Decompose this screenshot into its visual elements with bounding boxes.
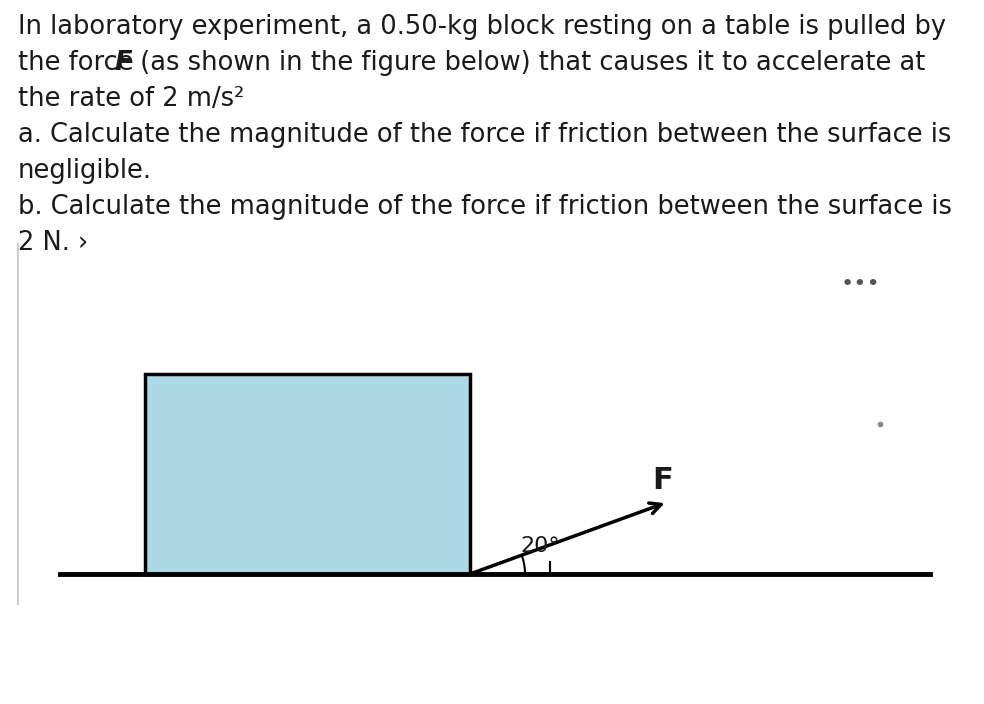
- Text: F: F: [114, 50, 132, 76]
- Text: a. Calculate the magnitude of the force if friction between the surface is: a. Calculate the magnitude of the force …: [18, 122, 952, 148]
- Text: F: F: [652, 465, 673, 495]
- Text: In laboratory experiment, a 0.50-kg block resting on a table is pulled by: In laboratory experiment, a 0.50-kg bloc…: [18, 14, 947, 40]
- Text: 20°: 20°: [521, 536, 560, 556]
- Text: the force: the force: [18, 50, 142, 76]
- Text: b. Calculate the magnitude of the force if friction between the surface is: b. Calculate the magnitude of the force …: [18, 194, 952, 220]
- Text: 2 N. ›: 2 N. ›: [18, 230, 89, 256]
- Text: •••: •••: [840, 274, 880, 294]
- Text: the rate of 2 m/s²: the rate of 2 m/s²: [18, 86, 244, 112]
- Text: (as shown in the figure below) that causes it to accelerate at: (as shown in the figure below) that caus…: [132, 50, 925, 76]
- Text: negligible.: negligible.: [18, 158, 152, 184]
- Bar: [145, 374, 470, 574]
